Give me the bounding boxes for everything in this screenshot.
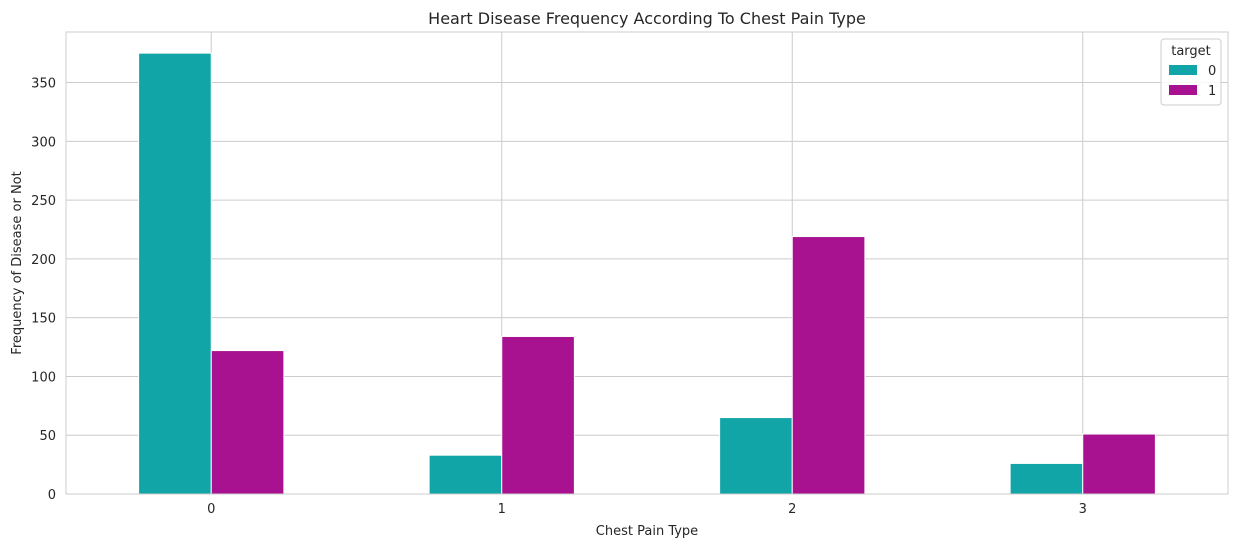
bar-series-1-cat-3 [1082,433,1156,495]
legend-entry-label: 1 [1208,84,1216,99]
y-tick-label: 50 [39,429,56,444]
y-axis-ticks: 0 50 100 150 200 250 300 350 [31,77,56,503]
y-tick-label: 200 [31,253,56,268]
y-axis-label: Frequency of Disease or Not [10,171,25,354]
x-axis-label: Chest Pain Type [596,524,698,539]
plot-frame [65,31,1229,495]
legend-items: 01 [1169,64,1216,99]
bar-series-1-cat-2 [791,236,866,495]
y-tick-label: 0 [48,488,56,503]
y-tick-label: 100 [31,370,56,385]
bar-series-0-cat-2 [719,417,793,495]
legend-title: target [1171,44,1211,59]
legend: target 01 [1160,38,1222,106]
bar-series-0-cat-3 [1009,462,1084,495]
y-tick-label: 150 [31,312,56,327]
legend-swatch [1169,65,1197,75]
legend-swatch [1169,85,1197,95]
y-tick-label: 350 [31,77,56,92]
bars [138,52,1156,495]
bar-series-0-cat-0 [138,52,212,495]
x-tick-label: 2 [788,502,796,517]
x-axis-ticks: 0 1 2 3 [207,502,1087,517]
y-tick-label: 250 [31,194,56,209]
chart-title: Heart Disease Frequency According To Che… [428,9,866,28]
bar-series-1-cat-1 [501,335,575,495]
bar-series-0-cat-1 [428,454,503,495]
x-tick-label: 3 [1079,502,1087,517]
legend-entry-label: 0 [1208,64,1216,79]
x-tick-label: 0 [207,502,215,517]
x-tick-label: 1 [498,502,506,517]
bar-series-1-cat-0 [210,350,285,495]
y-tick-label: 300 [31,135,56,150]
